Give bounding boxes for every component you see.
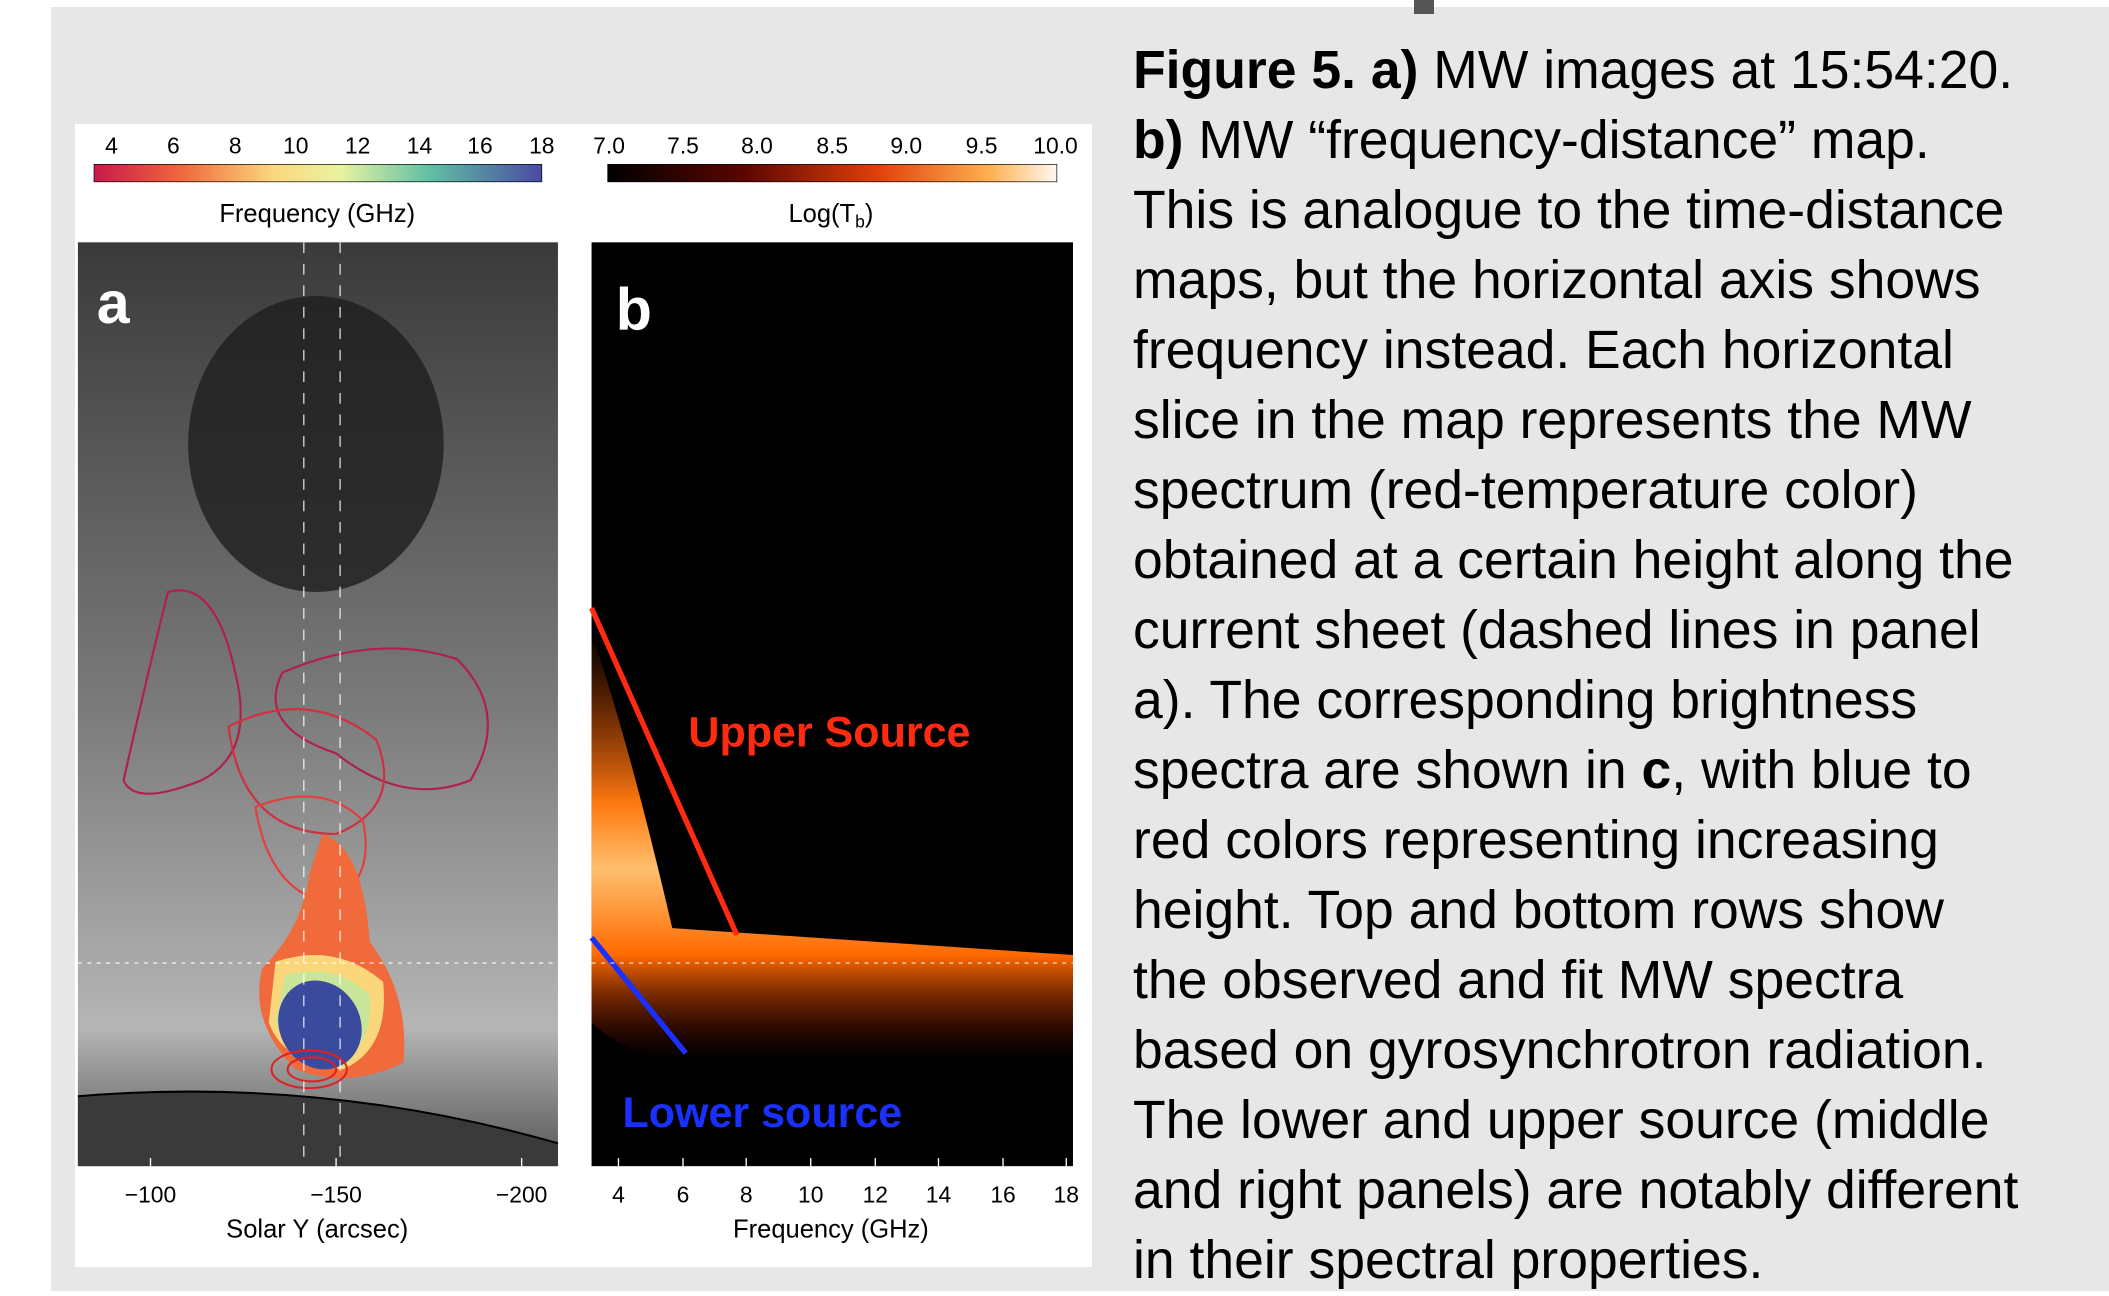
upper-line [589,607,740,936]
tick-label: 8.0 [741,133,773,159]
colorbar-label: Frequency (GHz) [219,200,415,228]
caption-line: The lower and upper source (middle [1133,1086,2018,1156]
tick-label: 16 [990,1181,1015,1207]
caption-line: a). The corresponding brightness [1133,666,2018,736]
text: The lower and upper source (middle [1133,1091,1990,1150]
caption-line: height. Top and bottom rows show [1133,876,2018,946]
tick-label: −200 [496,1181,548,1207]
panel-b: b Upper Source Lower source 4 6 8 10 12 14 16 1… [589,242,1079,1243]
tick-label: 10.0 [1033,133,1078,159]
text: height. Top and bottom rows show [1133,881,1944,940]
bold-text: b) [1133,111,1184,170]
tick-label: 8.5 [816,133,848,159]
tick-label: 8 [229,133,242,159]
tick-label: 4 [612,1181,625,1207]
text: This is analogue to the time-distance [1133,181,2005,240]
bold-text: Figure 5. a) [1133,41,1419,100]
contours [122,589,489,903]
tab [1414,0,1434,14]
caption-line: spectrum (red-temperature color) [1133,456,2018,526]
colorbar [607,164,1058,183]
caption-line: red colors representing increasing [1133,806,2018,876]
text: frequency instead. Each horizontal [1133,321,1954,380]
contour-blue [278,980,362,1070]
caption-line: obtained at a certain height along the [1133,526,2018,596]
text: MW “frequency-distance” map. [1183,111,1930,170]
panel-letter: b [616,276,652,343]
caption-line: based on gyrosynchrotron radiation. [1133,1016,2018,1086]
text: spectrum (red-temperature color) [1133,461,1918,520]
lower-line [589,935,688,1055]
panel-letter: a [97,269,131,336]
caption-line: current sheet (dashed lines in panel [1133,596,2018,666]
text: a). The corresponding brightness [1133,671,1918,730]
text: obtained at a certain height along the [1133,531,2014,590]
label-main: Log(T [788,200,855,228]
bold-text: c [1641,741,1672,800]
contours-red [270,1049,348,1090]
tick-label: 4 [105,133,118,159]
text: current sheet (dashed lines in panel [1133,601,1981,660]
caption-line: spectra are shown in c, with blue to [1133,736,2018,806]
colorbar-frequency: 4 6 8 10 12 14 16 18 Frequency (GHz) [93,133,555,228]
tick-label: 14 [926,1181,952,1207]
caption-line: maps, but the horizontal axis shows [1133,246,2018,316]
caption-line: in their spectral properties. [1133,1226,2018,1296]
dark-cavity [188,296,444,592]
limb [77,1091,558,1167]
caption-line: b) MW “frequency-distance” map. [1133,106,2018,176]
text: , with blue to [1671,741,1972,800]
caption-line: Figure 5. a) MW images at 15:54:20. [1133,36,2018,106]
text: MW images at 15:54:20. [1418,41,2014,100]
tick-label: 7.0 [593,133,625,159]
limb-line [77,1090,559,1145]
tick-label: 14 [407,133,433,159]
tick-label: 8 [740,1181,753,1207]
colorbar [93,164,543,183]
text: in their spectral properties. [1133,1231,1764,1290]
label-close: ) [865,200,874,228]
text: red colors representing increasing [1133,811,1939,870]
panel-a: a −100 −150 −200 Solar Y (arcsec) [77,242,559,1243]
tick-label: 9.5 [966,133,998,159]
tick-label: 12 [863,1181,888,1207]
tick-label: 10 [798,1181,823,1207]
tick-label: −100 [125,1181,176,1207]
tick-label: 18 [529,133,554,159]
colorbar-tb: 7.0 7.5 8.0 8.5 9.0 9.5 10.0 Log(Tb) [593,133,1078,232]
x-axis-label: Solar Y (arcsec) [226,1215,408,1243]
text: spectra are shown in [1133,741,1642,800]
annotation: Upper Source [688,709,970,757]
tick-label: 9.0 [890,133,922,159]
text: and right panels) are notably different [1133,1161,2019,1220]
caption-line: and right panels) are notably different [1133,1156,2018,1226]
caption-line: This is analogue to the time-distance [1133,176,2018,246]
tick-label: 12 [345,133,370,159]
tick-label: 6 [167,133,180,159]
caption: Figure 5. a) MW images at 15:54:20. b) MW… [1133,36,2018,1296]
text: slice in the map represents the MW [1133,391,1972,450]
caption-line: slice in the map represents the MW [1133,386,2018,456]
x-axis-label: Frequency (GHz) [733,1215,929,1243]
tick-label: −150 [310,1181,362,1207]
dashed-lines [77,242,558,1167]
text: maps, but the horizontal axis shows [1133,251,1981,310]
tick-label: 7.5 [667,133,699,159]
text: based on gyrosynchrotron radiation. [1133,1021,1987,1080]
figure: 4 6 8 10 12 14 16 18 Frequency (GHz) 7.0 7.5 8.0 8… [75,124,1092,1267]
caption-line: the observed and fit MW spectra [1133,946,2018,1016]
label-sub: b [855,212,865,232]
tick-label: 18 [1054,1181,1079,1207]
colorbar-label: Log(Tb) [788,200,873,231]
tick-label: 6 [677,1181,690,1207]
text: the observed and fit MW spectra [1133,951,1904,1010]
annotation: Lower source [622,1089,902,1137]
caption-line: frequency instead. Each horizontal [1133,316,2018,386]
figure-image: 4 6 8 10 12 14 16 18 Frequency (GHz) 7.0 7.5 8.0 8… [77,133,1079,1243]
tick-label: 10 [283,133,308,159]
tick-label: 16 [467,133,492,159]
spectral-band [591,632,1073,1063]
